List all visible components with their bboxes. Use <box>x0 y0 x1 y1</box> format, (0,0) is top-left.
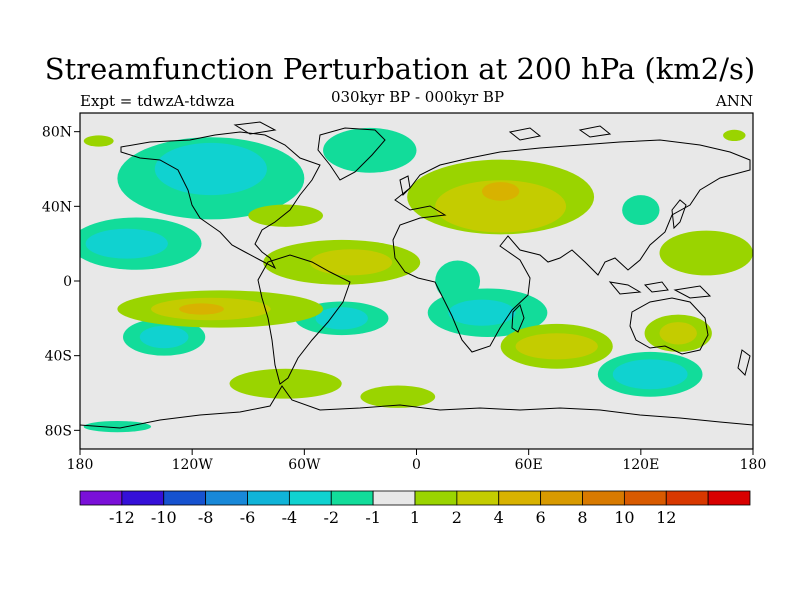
colorbar-label-4: -4 <box>282 508 298 527</box>
field-region-17 <box>309 249 393 276</box>
lon-tick-label-1: 120W <box>172 457 214 473</box>
field-region-6 <box>315 307 368 330</box>
field-region-2 <box>323 127 417 173</box>
field-region-31 <box>360 385 436 408</box>
coastline-australia <box>629 297 709 355</box>
colorbar-label-10: 6 <box>536 508 546 527</box>
field-region-11 <box>435 260 481 302</box>
field-region-13 <box>612 359 688 390</box>
field-region-23 <box>481 182 520 201</box>
experiment-label: Expt = tdwzA-tdwza <box>80 92 235 110</box>
colorbar-label-9: 4 <box>494 508 504 527</box>
coastline-layer <box>80 121 753 429</box>
field-region-10 <box>139 325 189 349</box>
colorbar-label-0: -12 <box>109 508 135 527</box>
field-region-27 <box>659 230 753 276</box>
colorbar-swatch-8 <box>414 490 458 506</box>
lat-tick-label-4: 80S <box>45 423 72 439</box>
coastline-new-zealand <box>737 349 751 376</box>
colorbar-swatch-9 <box>456 490 500 506</box>
colorbar-swatch-11 <box>540 490 583 506</box>
field-region-26 <box>515 333 598 360</box>
field-region-4 <box>85 228 168 259</box>
colorbar-swatch-4 <box>247 490 290 506</box>
colorbar-label-6: -1 <box>365 508 381 527</box>
colorbar-swatch-0 <box>79 490 123 506</box>
coastline-madagascar <box>511 304 525 333</box>
season-label: ANN <box>715 92 753 110</box>
colorbar-swatch-1 <box>121 490 165 506</box>
field-region-29 <box>659 322 697 345</box>
field-region-8 <box>448 299 516 326</box>
lon-tick-label-2: 60W <box>288 457 321 473</box>
colorbar-swatch-13 <box>623 490 667 506</box>
field-region-15 <box>83 421 152 433</box>
colorbar-swatch-6 <box>330 490 374 506</box>
lon-tick-label-5: 120E <box>622 457 659 473</box>
colorbar-swatch-12 <box>582 490 625 506</box>
lat-tick-label-3: 40S <box>45 349 72 365</box>
field-region-24 <box>248 204 324 227</box>
coastline-greenland <box>317 127 386 181</box>
lat-tick-label-2: 0 <box>63 274 72 290</box>
coastline-uk <box>399 175 411 197</box>
lon-tick-label-3: 0 <box>412 457 421 473</box>
lon-tick-label-4: 60E <box>515 457 543 473</box>
colorbar-swatch-3 <box>205 490 248 506</box>
coastline-eurasia-africa <box>392 139 751 353</box>
colorbar-label-3: -6 <box>240 508 256 527</box>
field-region-20 <box>179 303 224 315</box>
colorbar-label-7: 1 <box>410 508 420 527</box>
field-region-14 <box>622 195 660 225</box>
colorbar-swatch-14 <box>665 490 709 506</box>
coastline-arctic-islands <box>233 121 612 141</box>
colorbar-swatch-5 <box>288 490 332 506</box>
colorbar-label-5: -2 <box>323 508 339 527</box>
coastline-north-america <box>120 131 321 270</box>
field-region-32 <box>83 135 114 147</box>
colorbar-swatch-2 <box>163 490 207 506</box>
colorbar-label-8: 2 <box>452 508 462 527</box>
field-region-33 <box>723 129 746 141</box>
lat-tick-label-1: 40N <box>42 199 72 215</box>
coastline-indonesia <box>608 281 712 299</box>
colorbar: -12 -10 -8 -6 -4 -2 -1 1 2 4 6 8 10 12 <box>79 490 751 527</box>
map-title: Streamfunction Perturbation at 200 hPa (… <box>44 52 756 86</box>
lon-tick-label-6: 180 <box>740 457 767 473</box>
colorbar-label-13: 12 <box>656 508 676 527</box>
field-region-30 <box>229 368 342 399</box>
axis-ticks: 180 120W 60W 0 60E 120E 180 80N 40N 0 40S 80S <box>42 125 766 473</box>
field-region-1 <box>154 142 267 196</box>
coastline-south-america <box>257 254 351 385</box>
colorbar-label-2: -8 <box>198 508 214 527</box>
colorbar-swatch-10 <box>498 490 542 506</box>
colorbar-label-11: 8 <box>577 508 587 527</box>
map-subtitle: 030kyr BP - 000kyr BP <box>330 88 505 106</box>
coastline-antarctica <box>80 385 753 429</box>
field-region-22 <box>435 180 567 233</box>
colorbar-label-1: -10 <box>151 508 177 527</box>
field-layer <box>80 127 753 433</box>
colorbar-swatch-7 <box>372 490 416 506</box>
colorbar-swatch-15 <box>707 490 751 506</box>
colorbar-label-12: 10 <box>614 508 634 527</box>
lon-tick-label-0: 180 <box>67 457 94 473</box>
coastline-japan <box>671 199 687 230</box>
lat-tick-label-0: 80N <box>42 125 72 141</box>
